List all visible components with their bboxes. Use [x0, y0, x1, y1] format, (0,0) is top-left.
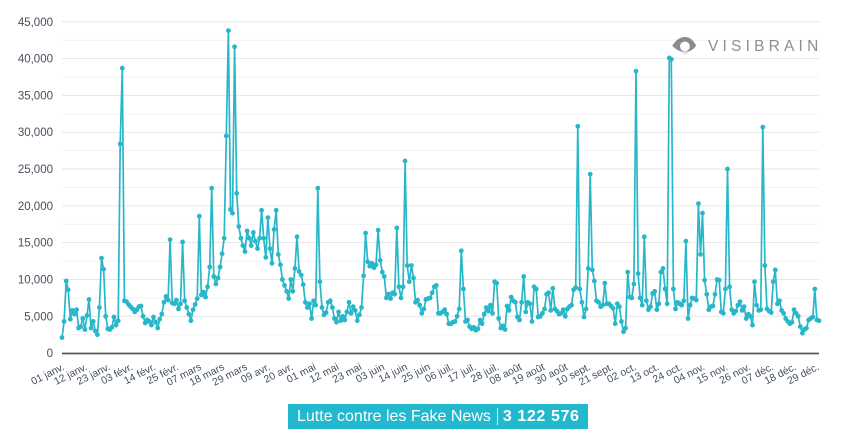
svg-text:25,000: 25,000: [18, 164, 53, 176]
svg-text:10,000: 10,000: [18, 275, 53, 287]
svg-text:45,000: 45,000: [18, 17, 53, 29]
svg-text:20,000: 20,000: [18, 201, 53, 213]
svg-text:15,000: 15,000: [18, 238, 53, 250]
svg-text:5,000: 5,000: [24, 311, 53, 323]
svg-text:40,000: 40,000: [18, 54, 53, 66]
svg-text:VISIBRAIN: VISIBRAIN: [708, 38, 822, 55]
svg-text:0: 0: [47, 348, 53, 360]
svg-text:30,000: 30,000: [18, 127, 53, 139]
svg-text:35,000: 35,000: [18, 90, 53, 102]
